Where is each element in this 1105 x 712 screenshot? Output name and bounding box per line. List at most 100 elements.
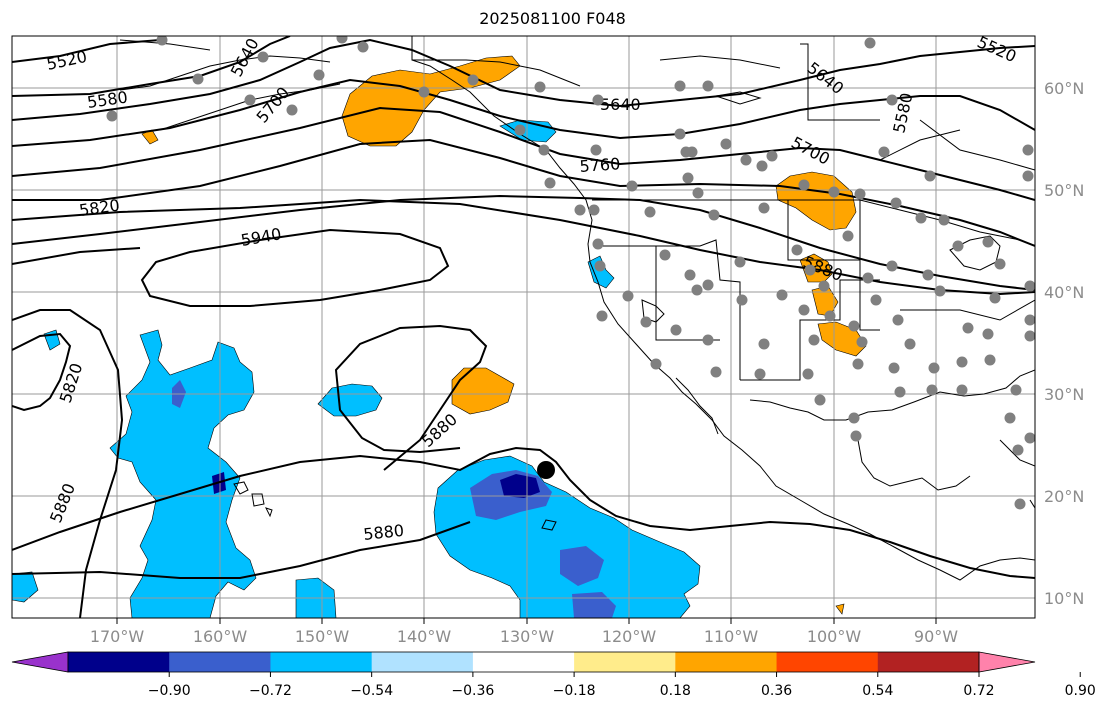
station-marker — [754, 368, 766, 380]
station-marker — [1010, 384, 1022, 396]
station-marker — [756, 160, 768, 172]
graticule — [12, 36, 1035, 618]
station-marker — [864, 37, 876, 49]
colorbar-segment — [776, 652, 879, 672]
station-marker — [1024, 330, 1035, 342]
station-marker — [1022, 170, 1034, 182]
colorbar-tick-label: −0.54 — [350, 683, 393, 699]
contour-label-5640-b: 5640 — [600, 95, 641, 114]
station-marker — [938, 214, 950, 226]
station-marker — [856, 336, 868, 348]
station-marker — [682, 172, 694, 184]
contour-label-5520: 5520 — [45, 47, 89, 74]
station-marker — [592, 94, 604, 106]
contour-label-5520-b: 5520 — [974, 32, 1019, 66]
station-marker — [622, 290, 634, 302]
colorbar — [11, 651, 1036, 673]
station-marker — [680, 146, 692, 158]
station-marker — [862, 272, 874, 284]
colorbar-tick-label: 0.36 — [761, 683, 792, 699]
station-marker — [852, 358, 864, 370]
lon-label-120w: 120°W — [602, 627, 657, 646]
station-marker — [802, 368, 814, 380]
station-marker — [1012, 444, 1024, 456]
station-marker — [956, 356, 968, 368]
station-marker — [590, 144, 602, 156]
station-marker — [588, 204, 600, 216]
station-marker — [915, 212, 927, 224]
station-marker — [313, 69, 325, 81]
station-marker — [357, 41, 369, 53]
station-marker — [824, 310, 836, 322]
colorbar-segment — [68, 652, 170, 672]
station-marker — [878, 146, 890, 158]
station-marker — [904, 338, 916, 350]
colorbar-segment — [169, 652, 271, 672]
station-marker — [798, 304, 810, 316]
station-marker — [736, 294, 748, 306]
station-marker — [850, 430, 862, 442]
station-marker — [670, 324, 682, 336]
station-marker — [890, 197, 902, 209]
storm-position-marker — [537, 461, 555, 479]
station-marker — [926, 384, 938, 396]
station-marker — [1004, 412, 1016, 424]
station-marker — [592, 238, 604, 250]
lat-label-60n: 60°N — [1044, 79, 1084, 98]
colorbar-tick-label: −0.72 — [249, 683, 292, 699]
station-marker — [842, 230, 854, 242]
station-marker — [534, 81, 546, 93]
station-marker — [692, 187, 704, 199]
coastlines — [119, 36, 1035, 581]
map-frame — [11, 35, 1036, 619]
station-marker — [922, 269, 934, 281]
colorbar-tick-label: 0.90 — [1065, 683, 1096, 699]
station-marker — [848, 320, 860, 332]
station-marker — [888, 362, 900, 374]
station-marker — [982, 236, 994, 248]
longitude-labels: 170°W 160°W 150°W 140°W 130°W 120°W 110°… — [90, 627, 958, 646]
station-marker — [989, 292, 1001, 304]
station-marker — [982, 328, 994, 340]
station-marker — [702, 279, 714, 291]
station-marker — [984, 354, 996, 366]
colorbar-segment — [574, 652, 676, 672]
station-marker — [710, 366, 722, 378]
station-marker — [892, 314, 904, 326]
station-marker — [886, 94, 898, 106]
station-marker — [1024, 280, 1035, 292]
station-marker — [740, 154, 752, 166]
station-marker — [934, 285, 946, 297]
station-marker — [818, 280, 830, 292]
station-marker — [674, 128, 686, 140]
contour-label-5700-b: 5700 — [788, 133, 833, 169]
station-marker — [684, 269, 696, 281]
colorbar-tick-label: −0.36 — [451, 683, 494, 699]
contour-label-5940: 5940 — [239, 224, 282, 250]
lon-label-140w: 140°W — [397, 627, 452, 646]
colorbar-tick-label: 0.72 — [963, 683, 994, 699]
station-marker — [870, 294, 882, 306]
lat-label-20n: 20°N — [1044, 487, 1084, 506]
station-marker — [106, 110, 118, 122]
contour-label-5820-b: 5820 — [56, 361, 87, 406]
station-marker — [720, 138, 732, 150]
station-marker — [538, 144, 550, 156]
station-marker — [286, 104, 298, 116]
station-marker — [244, 94, 256, 106]
lat-label-50n: 50°N — [1044, 181, 1084, 200]
station-marker — [894, 386, 906, 398]
station-marker — [924, 170, 936, 182]
station-marker — [708, 209, 720, 221]
station-marker — [886, 260, 898, 272]
lon-label-130w: 130°W — [500, 627, 555, 646]
colorbar-segment — [472, 652, 575, 672]
station-marker — [257, 51, 269, 63]
station-marker — [814, 394, 826, 406]
station-marker — [928, 362, 940, 374]
lat-label-40n: 40°N — [1044, 283, 1084, 302]
colorbar-segment — [877, 652, 980, 672]
station-marker — [956, 384, 968, 396]
station-marker — [626, 180, 638, 192]
